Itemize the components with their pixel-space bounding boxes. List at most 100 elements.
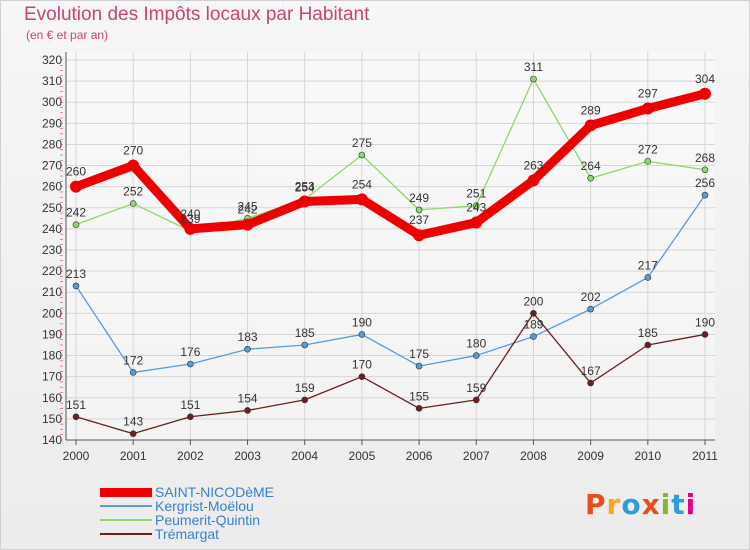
data-point-peumerit-quintin xyxy=(129,200,137,207)
data-label-saint-nicodeme: 243 xyxy=(466,201,486,215)
data-point-saint-nicodeme xyxy=(527,174,540,187)
x-tick-label: 2000 xyxy=(63,449,90,463)
logo-letter: i xyxy=(685,488,697,521)
legend-item-peumerit-quintin: Peumerit-Quintin xyxy=(100,512,340,528)
data-label-tremargat: 143 xyxy=(123,415,143,429)
data-label-saint-nicodeme: 270 xyxy=(123,144,143,158)
data-point-saint-nicodeme xyxy=(241,218,254,231)
data-label-kergrist-moelou: 176 xyxy=(180,345,200,359)
data-label-kergrist-moelou: 172 xyxy=(123,353,143,367)
x-tick-label: 2001 xyxy=(120,449,147,463)
logo-letter: P xyxy=(585,488,607,521)
x-tick-label: 2006 xyxy=(406,449,433,463)
data-label-tremargat: 154 xyxy=(238,391,258,405)
data-label-peumerit-quintin: 311 xyxy=(524,60,543,74)
data-label-tremargat: 200 xyxy=(523,294,543,308)
series-line-saint-nicodeme xyxy=(71,89,710,240)
data-point-peumerit-quintin xyxy=(530,75,537,83)
data-point-tremargat xyxy=(187,413,194,421)
legend-label-kergrist-moelou: Kergrist-Moëlou xyxy=(155,498,254,514)
data-label-saint-nicodeme: 242 xyxy=(238,203,258,217)
data-point-peumerit-quintin xyxy=(72,221,80,228)
proxiti-logo: Proxiti xyxy=(585,488,696,521)
data-point-kergrist-moelou xyxy=(72,282,80,290)
data-point-peumerit-quintin xyxy=(587,174,594,182)
legend-swatch-tremargat xyxy=(100,533,152,535)
data-label-saint-nicodeme: 297 xyxy=(638,87,658,101)
y-tick-label: 320 xyxy=(42,53,62,67)
data-point-kergrist-moelou xyxy=(472,352,480,359)
data-label-kergrist-moelou: 180 xyxy=(466,337,486,351)
data-point-tremargat xyxy=(72,413,80,421)
y-tick-label: 160 xyxy=(42,391,62,405)
logo-letter: r xyxy=(606,488,622,521)
chart-title: Evolution des Impôts locaux par Habitant xyxy=(24,4,370,25)
legend-item-saint-nicodeme: SAINT-NICODèME xyxy=(100,484,340,500)
y-tick-label: 260 xyxy=(42,180,62,194)
legend-label-tremargat: Trémargat xyxy=(155,526,220,542)
logo-letter: o xyxy=(621,488,642,521)
data-label-tremargat: 185 xyxy=(638,326,658,340)
data-label-tremargat: 167 xyxy=(581,364,601,378)
data-label-saint-nicodeme: 237 xyxy=(409,213,429,227)
data-label-peumerit-quintin: 249 xyxy=(409,191,429,205)
legend-item-kergrist-moelou: Kergrist-Moëlou xyxy=(100,498,340,514)
data-label-saint-nicodeme: 240 xyxy=(180,207,200,221)
data-point-kergrist-moelou xyxy=(244,345,251,353)
y-tick-label: 310 xyxy=(42,74,62,88)
data-label-kergrist-moelou: 202 xyxy=(581,290,601,304)
data-point-saint-nicodeme xyxy=(355,193,368,206)
y-tick-label: 200 xyxy=(42,306,62,320)
data-point-kergrist-moelou xyxy=(530,333,537,340)
y-tick-label: 150 xyxy=(42,412,62,426)
data-point-kergrist-moelou xyxy=(701,191,709,199)
x-tick-label: 2010 xyxy=(634,449,661,463)
data-point-kergrist-moelou xyxy=(187,360,194,368)
y-tick-label: 230 xyxy=(42,243,62,257)
data-label-saint-nicodeme: 263 xyxy=(523,158,543,172)
data-label-tremargat: 151 xyxy=(180,398,200,412)
x-tick-label: 2004 xyxy=(291,449,318,463)
x-tick-label: 2011 xyxy=(692,449,718,463)
logo-letter: i xyxy=(660,488,672,521)
data-label-peumerit-quintin: 251 xyxy=(466,187,486,201)
data-point-saint-nicodeme xyxy=(413,229,426,242)
y-tick-label: 270 xyxy=(42,159,62,173)
y-tick-label: 250 xyxy=(42,201,62,215)
y-tick-label: 170 xyxy=(42,370,62,384)
legend-label-saint-nicodeme: SAINT-NICODèME xyxy=(155,484,275,500)
data-label-saint-nicodeme: 254 xyxy=(352,177,372,191)
legend-swatch-peumerit-quintin xyxy=(100,519,152,521)
data-label-saint-nicodeme: 260 xyxy=(66,165,86,179)
data-point-saint-nicodeme xyxy=(298,195,311,208)
legend-swatch-saint-nicodeme xyxy=(100,488,152,497)
x-tick-label: 2002 xyxy=(177,449,204,463)
x-tick-label: 2007 xyxy=(463,449,490,463)
data-label-kergrist-moelou: 190 xyxy=(352,315,372,329)
series-line-peumerit-quintin xyxy=(75,78,706,232)
data-label-tremargat: 170 xyxy=(352,358,372,372)
chart-subtitle: (en € et par an) xyxy=(26,28,109,42)
data-point-saint-nicodeme xyxy=(127,159,140,172)
data-point-tremargat xyxy=(415,405,423,412)
y-tick-label: 140 xyxy=(42,433,62,447)
data-label-tremargat: 159 xyxy=(295,381,315,395)
data-point-saint-nicodeme xyxy=(641,102,654,115)
data-point-kergrist-moelou xyxy=(129,369,137,376)
data-point-tremargat xyxy=(530,310,537,317)
y-tick-label: 220 xyxy=(42,264,62,278)
legend-swatch-kergrist-moelou xyxy=(100,505,152,507)
data-label-peumerit-quintin: 242 xyxy=(66,206,86,220)
data-point-tremargat xyxy=(587,379,594,387)
series-line-tremargat xyxy=(75,312,706,435)
data-label-peumerit-quintin: 254 xyxy=(295,180,315,194)
data-label-peumerit-quintin: 239 xyxy=(180,212,200,226)
x-tick-label: 2008 xyxy=(520,449,547,463)
data-point-tremargat xyxy=(244,407,251,414)
y-tick-label: 190 xyxy=(42,327,62,341)
data-label-peumerit-quintin: 245 xyxy=(238,199,258,213)
series-line-kergrist-moelou xyxy=(75,194,706,374)
data-point-peumerit-quintin xyxy=(472,202,480,209)
y-tick-label: 240 xyxy=(42,222,62,236)
